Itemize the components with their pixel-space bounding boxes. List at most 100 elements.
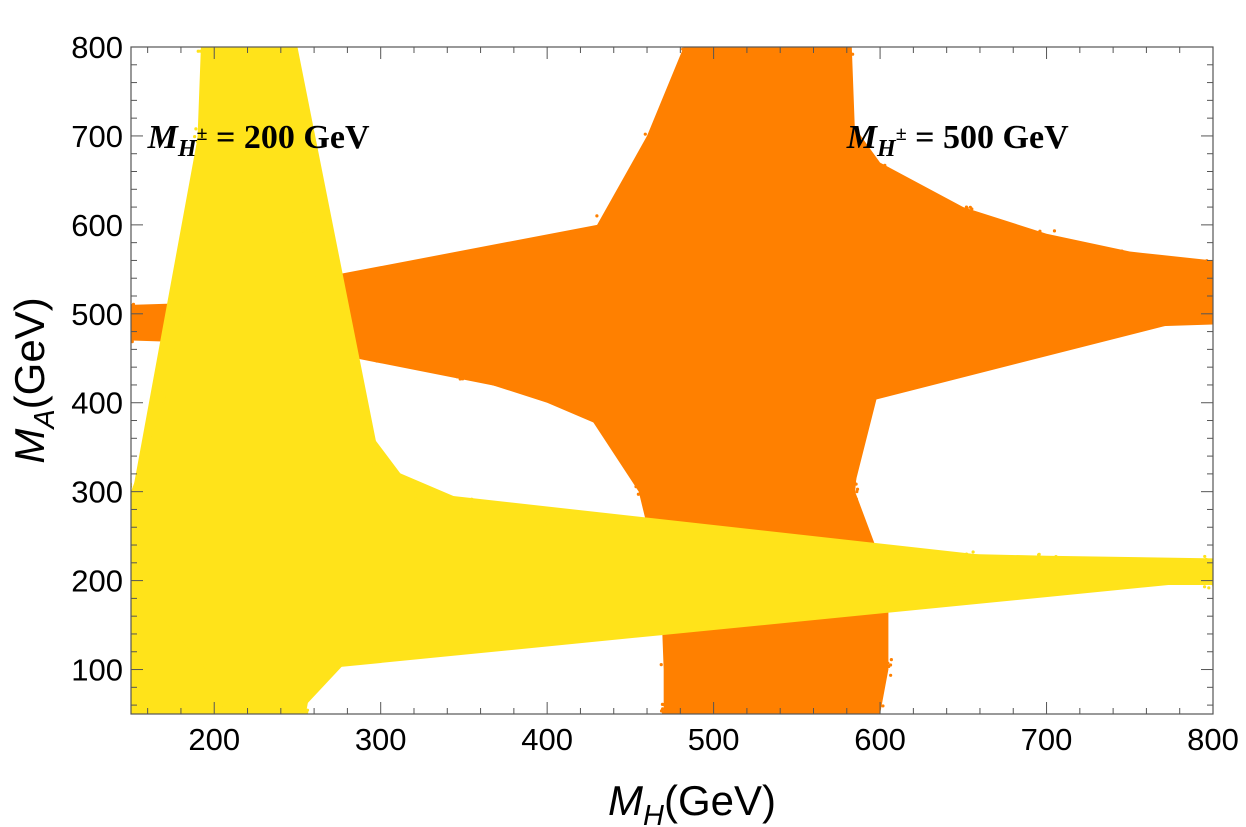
scatter-point	[855, 490, 859, 494]
scatter-point	[620, 259, 624, 263]
scatter-point	[618, 434, 623, 438]
scatter-point	[860, 401, 865, 405]
x-axis-title: MH(GeV)	[608, 777, 776, 827]
scatter-point	[470, 497, 474, 501]
scatter-point	[291, 143, 295, 147]
scatter-point	[125, 715, 128, 718]
scatter-point	[1207, 586, 1211, 590]
scatter-point	[799, 549, 804, 553]
scatter-point	[879, 551, 883, 555]
scatter-point	[131, 304, 135, 308]
scatter-point	[131, 498, 135, 502]
y-tick-label: 300	[71, 475, 123, 510]
scatter-point	[622, 537, 626, 541]
scatter-point	[662, 702, 666, 707]
scatter-point	[790, 43, 793, 46]
scatter-point	[123, 497, 126, 500]
scatter-point	[871, 383, 875, 387]
scatter-point	[874, 584, 878, 588]
scatter-point	[414, 497, 418, 501]
scatter-point	[1221, 586, 1224, 589]
scatter-point	[718, 710, 722, 714]
scatter-point	[136, 498, 140, 502]
scatter-point	[881, 585, 885, 589]
y-axis-title: MA(GeV)	[6, 297, 61, 463]
scatter-point	[471, 375, 476, 379]
scatter-point	[884, 547, 888, 551]
scatter-point	[550, 596, 555, 600]
scatter-point	[372, 463, 376, 467]
scatter-point	[203, 668, 207, 672]
scatter-point	[545, 276, 549, 280]
scatter-point	[468, 288, 472, 292]
scatter-point	[375, 354, 379, 358]
y-tick-label: 200	[71, 564, 123, 599]
y-tick-label: 100	[71, 653, 123, 688]
scatter-point	[176, 312, 181, 316]
scatter-point	[644, 142, 648, 147]
scatter-point	[855, 487, 860, 491]
scatter-point	[788, 590, 793, 594]
scatter-point	[131, 714, 134, 717]
scatter-point	[411, 489, 416, 493]
scatter-point	[288, 38, 291, 41]
label-mh-charged-500: MH± = 500 GeV	[846, 119, 1069, 162]
scatter-point	[854, 482, 858, 486]
label-mh-charged-200: MH± = 200 GeV	[147, 119, 370, 162]
scatter-point	[874, 382, 878, 386]
scatter-point	[876, 227, 880, 232]
scatter-point	[1120, 249, 1124, 253]
scatter-point	[547, 595, 551, 599]
scatter-point	[684, 37, 687, 40]
tick-labels: 200 300 400 500 600 700 800 100 200 300 400 500 600 7…	[71, 30, 1239, 757]
scatter-point	[194, 127, 198, 131]
scatter-point	[468, 500, 472, 504]
y-tick-label: 500	[71, 297, 123, 332]
scatter-point	[633, 258, 638, 262]
scatter-point	[543, 595, 547, 599]
axes-layer	[130, 46, 1214, 715]
scatter-point	[127, 483, 130, 486]
scatter-point	[627, 260, 631, 264]
scatter-point	[163, 398, 168, 402]
scatter-point	[800, 544, 804, 549]
scatter-point	[375, 461, 379, 465]
scatter-point	[342, 408, 347, 412]
scatter-point	[851, 494, 855, 498]
scatter-point	[889, 657, 893, 662]
scatter-point	[876, 232, 881, 236]
scatter-point	[861, 408, 865, 412]
scatter-point	[1218, 585, 1221, 588]
scatter-point	[305, 714, 308, 717]
scatter-point	[634, 485, 638, 489]
scatter-point	[131, 340, 134, 344]
scatter-region-mh-band	[131, 47, 1213, 714]
scatter-point	[796, 588, 800, 593]
scatter-point	[1203, 320, 1207, 324]
scatter-point	[222, 705, 226, 709]
scatter-point	[286, 37, 289, 40]
scatter-point	[551, 523, 555, 528]
scatter-point	[314, 670, 318, 674]
scatter-region-mh-band	[131, 47, 1213, 714]
scatter-point	[643, 132, 647, 136]
scatter-point	[879, 385, 884, 389]
scatter-point	[206, 671, 210, 675]
series-mhc-200	[123, 37, 1224, 718]
scatter-point	[1040, 330, 1044, 334]
scatter-point	[287, 40, 290, 43]
scatter-point	[1038, 330, 1042, 334]
series-mhc-500	[128, 37, 1213, 714]
scatter-point	[878, 220, 882, 224]
scatter-point	[863, 410, 868, 415]
scatter-point	[201, 49, 205, 53]
scatter-point	[707, 543, 712, 548]
scatter-point	[1131, 325, 1136, 329]
scatter-point	[291, 128, 295, 132]
scatter-point	[682, 38, 685, 41]
scatter-point	[627, 433, 631, 438]
scatter-point	[887, 584, 891, 588]
scatter-point	[659, 663, 663, 667]
scatter-point	[128, 340, 131, 343]
scatter-point	[970, 207, 974, 211]
